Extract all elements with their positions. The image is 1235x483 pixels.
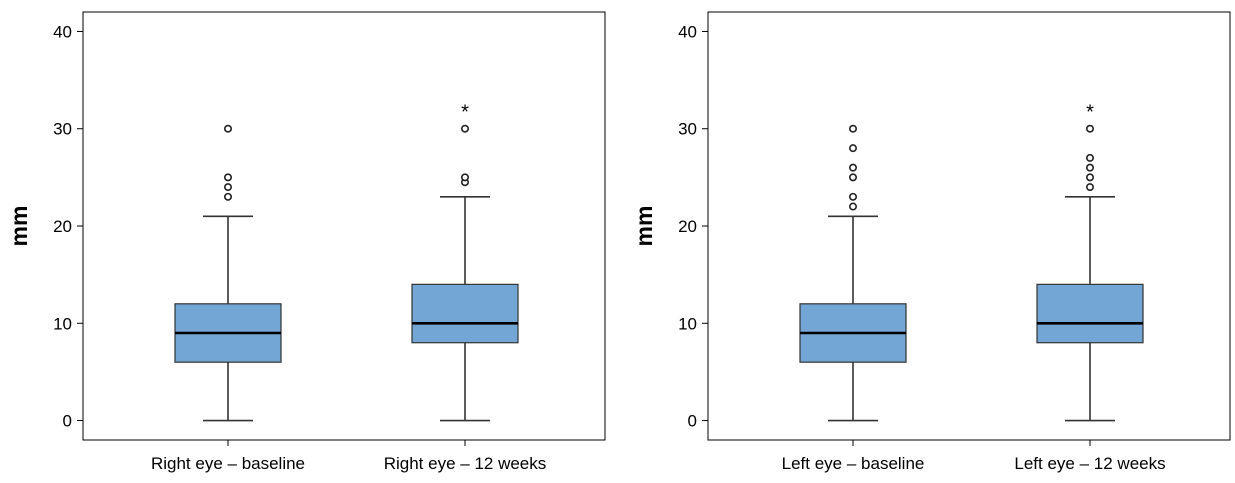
y-tick-label: 30 [53, 120, 72, 139]
outlier-point [848, 124, 857, 133]
box-1: Right eye – baseline [151, 124, 305, 473]
category-label: Left eye – baseline [782, 454, 925, 473]
y-tick-label: 30 [678, 120, 697, 139]
outlier-point [1086, 183, 1095, 192]
y-tick-label: 10 [53, 314, 72, 333]
extreme-point: * [1086, 101, 1094, 123]
y-axis-label: mm [6, 206, 32, 247]
y-tick-label: 40 [678, 22, 697, 41]
outlier-point [848, 144, 857, 153]
outlier-point [460, 173, 469, 182]
iqr-box [411, 283, 519, 344]
outlier-point [848, 163, 857, 172]
outlier-point [848, 192, 857, 201]
iqr-box [1036, 283, 1144, 344]
outlier-point [848, 202, 857, 211]
y-tick-label: 20 [678, 217, 697, 236]
outlier-point [1086, 173, 1095, 182]
plot-frame [82, 11, 606, 441]
box-2: Right eye – 12 weeks * [384, 101, 547, 473]
outlier-point [224, 183, 233, 192]
outlier-point [848, 173, 857, 182]
outlier-point [224, 192, 233, 201]
outlier-point [1086, 124, 1095, 133]
outlier-point [1086, 163, 1095, 172]
outlier-point [224, 173, 233, 182]
y-tick-label: 0 [688, 412, 697, 431]
y-tick-label: 20 [53, 217, 72, 236]
y-tick-label: 0 [63, 412, 72, 431]
extreme-point: * [461, 101, 469, 123]
chart-panel-2: 0 10 20 30 40 mm Left eye – baseline Left eye –… [631, 11, 1231, 473]
category-label: Right eye – baseline [151, 454, 305, 473]
plot-frame [707, 11, 1231, 441]
category-label: Right eye – 12 weeks [384, 454, 547, 473]
outlier-point [460, 124, 469, 133]
y-tick-label: 10 [678, 314, 697, 333]
y-tick-label: 40 [53, 22, 72, 41]
chart-panel-1: 0 10 20 30 40 mm Right eye – baseline Right eye… [6, 11, 606, 473]
category-label: Left eye – 12 weeks [1014, 454, 1165, 473]
outlier-point [224, 124, 233, 133]
box-2: Left eye – 12 weeks * [1014, 101, 1165, 473]
outlier-point [1086, 153, 1095, 162]
y-axis-label: mm [631, 206, 657, 247]
box-1: Left eye – baseline [782, 124, 925, 473]
